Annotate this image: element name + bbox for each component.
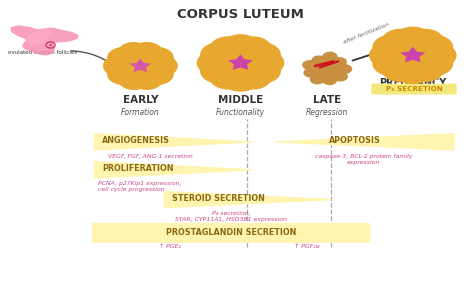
Text: P₄ secretion,
STAR, CYP11A1, HSD3B1 expression: P₄ secretion, STAR, CYP11A1, HSD3B1 expr… [175,211,287,222]
Text: LATE: LATE [312,95,341,106]
Polygon shape [129,59,151,72]
Ellipse shape [321,52,338,64]
Text: MIDDLE: MIDDLE [218,95,263,106]
Text: PCNA, p27Kip1 expression,
cell cycle progression: PCNA, p27Kip1 expression, cell cycle pro… [99,181,182,192]
Polygon shape [94,133,252,151]
Polygon shape [94,161,252,179]
Circle shape [146,56,177,76]
Circle shape [201,43,237,67]
Text: PROSTAGLANDIN SECRETION: PROSTAGLANDIN SECRETION [166,228,296,237]
Polygon shape [164,191,331,208]
Polygon shape [10,25,79,56]
Circle shape [118,69,150,89]
Text: caspase-3, BCL-2 protein family
expression: caspase-3, BCL-2 protein family expressi… [315,154,413,165]
FancyBboxPatch shape [371,84,456,95]
FancyBboxPatch shape [92,223,370,243]
Circle shape [382,57,419,81]
Circle shape [370,43,406,67]
Circle shape [373,35,410,59]
Circle shape [142,48,173,68]
Circle shape [131,69,163,89]
Circle shape [108,64,139,84]
Ellipse shape [330,70,348,81]
Text: ↑ PGF₂α: ↑ PGF₂α [294,245,319,249]
Circle shape [307,56,346,82]
Ellipse shape [310,73,327,84]
Text: ANGIOGENESIS: ANGIOGENESIS [102,136,170,145]
Text: Regression: Regression [305,109,348,117]
Text: PREGNANCY: PREGNANCY [379,78,447,88]
Circle shape [210,65,246,89]
Circle shape [419,43,456,67]
Circle shape [108,48,139,68]
Ellipse shape [321,73,337,85]
Circle shape [244,59,280,83]
Text: PROLIFERATION: PROLIFERATION [102,164,174,174]
Text: CORPUS LUTEUM: CORPUS LUTEUM [177,8,304,21]
Circle shape [390,41,436,70]
Circle shape [235,37,271,61]
Text: EARLY: EARLY [123,95,158,106]
Text: ovulated ovarian follicles: ovulated ovarian follicles [8,51,77,56]
Circle shape [244,43,280,67]
Text: P₄ SECRETION: P₄ SECRETION [386,86,443,92]
Circle shape [121,53,160,79]
Polygon shape [275,133,455,151]
Circle shape [201,59,237,83]
Circle shape [131,43,163,63]
Circle shape [407,57,444,81]
Text: Functionality: Functionality [216,109,265,117]
Circle shape [407,29,444,53]
Polygon shape [26,28,53,45]
Text: ↑ PGE₂: ↑ PGE₂ [159,245,181,249]
Polygon shape [228,54,253,70]
Circle shape [394,59,431,84]
Circle shape [416,35,453,59]
Ellipse shape [333,64,352,74]
Text: Formation: Formation [121,109,160,117]
Circle shape [222,67,259,91]
Circle shape [373,52,410,75]
Circle shape [142,64,173,84]
Circle shape [416,52,453,75]
Ellipse shape [311,56,328,67]
Ellipse shape [329,57,347,68]
Circle shape [235,65,271,89]
Circle shape [210,37,246,61]
Circle shape [118,43,150,63]
Text: after fertilization: after fertilization [343,22,390,45]
Circle shape [382,29,419,53]
Circle shape [247,51,283,75]
Circle shape [394,27,431,51]
Circle shape [218,48,263,78]
Text: VEGF, FGF, ANG-1 secretion: VEGF, FGF, ANG-1 secretion [108,154,192,159]
Ellipse shape [302,60,321,71]
Circle shape [198,51,234,75]
Circle shape [104,56,135,76]
Ellipse shape [303,67,322,78]
Circle shape [222,35,259,59]
Text: APOPTOSIS: APOPTOSIS [329,136,381,145]
Circle shape [49,44,52,46]
Polygon shape [400,47,426,62]
Text: STEROID SECRETION: STEROID SECRETION [172,194,265,203]
